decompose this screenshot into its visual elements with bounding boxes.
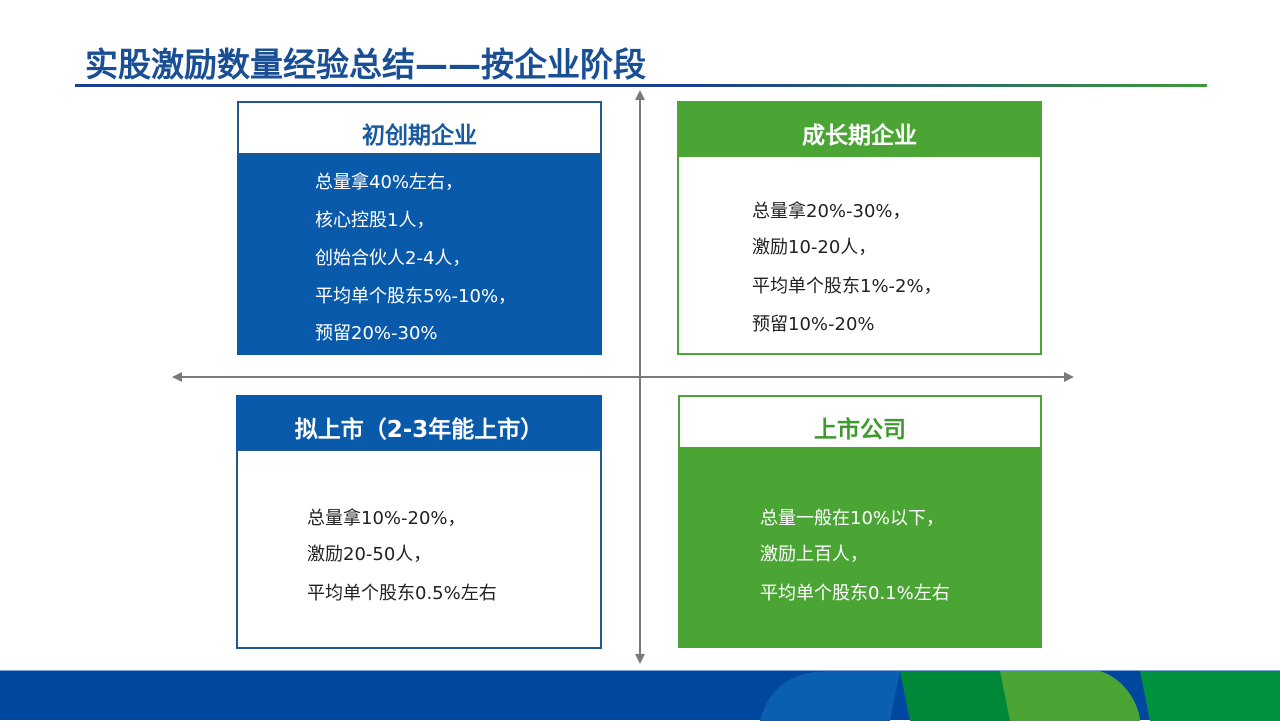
- quadrant-heading: 初创期企业: [237, 101, 602, 155]
- footer-decoration: [760, 671, 1280, 721]
- quadrant-line: 平均单个股东1%-2%，: [752, 276, 942, 297]
- arrow-right-icon: [1064, 372, 1074, 382]
- footer-band: [0, 670, 1280, 721]
- quadrant-line: 总量一般在10%以下，: [760, 508, 945, 529]
- quadrant-line: 平均单个股东0.5%左右: [307, 583, 497, 604]
- quadrant-heading: 成长期企业: [677, 101, 1042, 155]
- arrow-down-icon: [635, 654, 645, 664]
- quadrant-line: 总量拿10%-20%，: [307, 508, 466, 529]
- quadrant-line: 创始合伙人2-4人，: [315, 248, 471, 269]
- quadrant-listed: 上市公司 总量一般在10%以下， 激励上百人， 平均单个股东0.1%左右: [678, 395, 1042, 648]
- quadrant-line: 总量拿20%-30%，: [752, 201, 911, 222]
- arrow-left-icon: [172, 372, 182, 382]
- quadrant-line: 总量拿40%左右，: [315, 172, 464, 193]
- quadrant-growth: 成长期企业 总量拿20%-30%， 激励10-20人， 平均单个股东1%-2%，…: [677, 101, 1042, 355]
- quadrant-line: 平均单个股东5%-10%，: [315, 286, 517, 307]
- quadrant-line: 预留20%-30%: [315, 323, 438, 344]
- quadrant-line: 平均单个股东0.1%左右: [760, 583, 950, 604]
- quadrant-line: 预留10%-20%: [752, 314, 875, 335]
- slide-title: 实股激励数量经验总结——按企业阶段: [85, 45, 646, 84]
- quadrant-line: 激励20-50人，: [307, 544, 432, 565]
- arrow-up-icon: [635, 90, 645, 100]
- quadrant-heading: 上市公司: [678, 395, 1042, 449]
- quadrant-body: 总量拿40%左右， 核心控股1人， 创始合伙人2-4人， 平均单个股东5%-10…: [237, 155, 602, 355]
- quadrant-body: 总量拿20%-30%， 激励10-20人， 平均单个股东1%-2%， 预留10%…: [677, 155, 1042, 355]
- quadrant-heading: 拟上市（2-3年能上市）: [236, 395, 602, 449]
- title-underline: [75, 84, 1207, 87]
- quadrant-line: 核心控股1人，: [315, 210, 435, 231]
- horizontal-axis: [180, 376, 1066, 378]
- quadrant-line: 激励10-20人，: [752, 237, 877, 258]
- quadrant-body: 总量一般在10%以下， 激励上百人， 平均单个股东0.1%左右: [678, 449, 1042, 648]
- quadrant-pre-ipo: 拟上市（2-3年能上市） 总量拿10%-20%， 激励20-50人， 平均单个股…: [236, 395, 602, 649]
- quadrant-body: 总量拿10%-20%， 激励20-50人， 平均单个股东0.5%左右: [236, 449, 602, 649]
- quadrant-startup: 初创期企业 总量拿40%左右， 核心控股1人， 创始合伙人2-4人， 平均单个股…: [237, 101, 602, 355]
- quadrant-line: 激励上百人，: [760, 544, 868, 565]
